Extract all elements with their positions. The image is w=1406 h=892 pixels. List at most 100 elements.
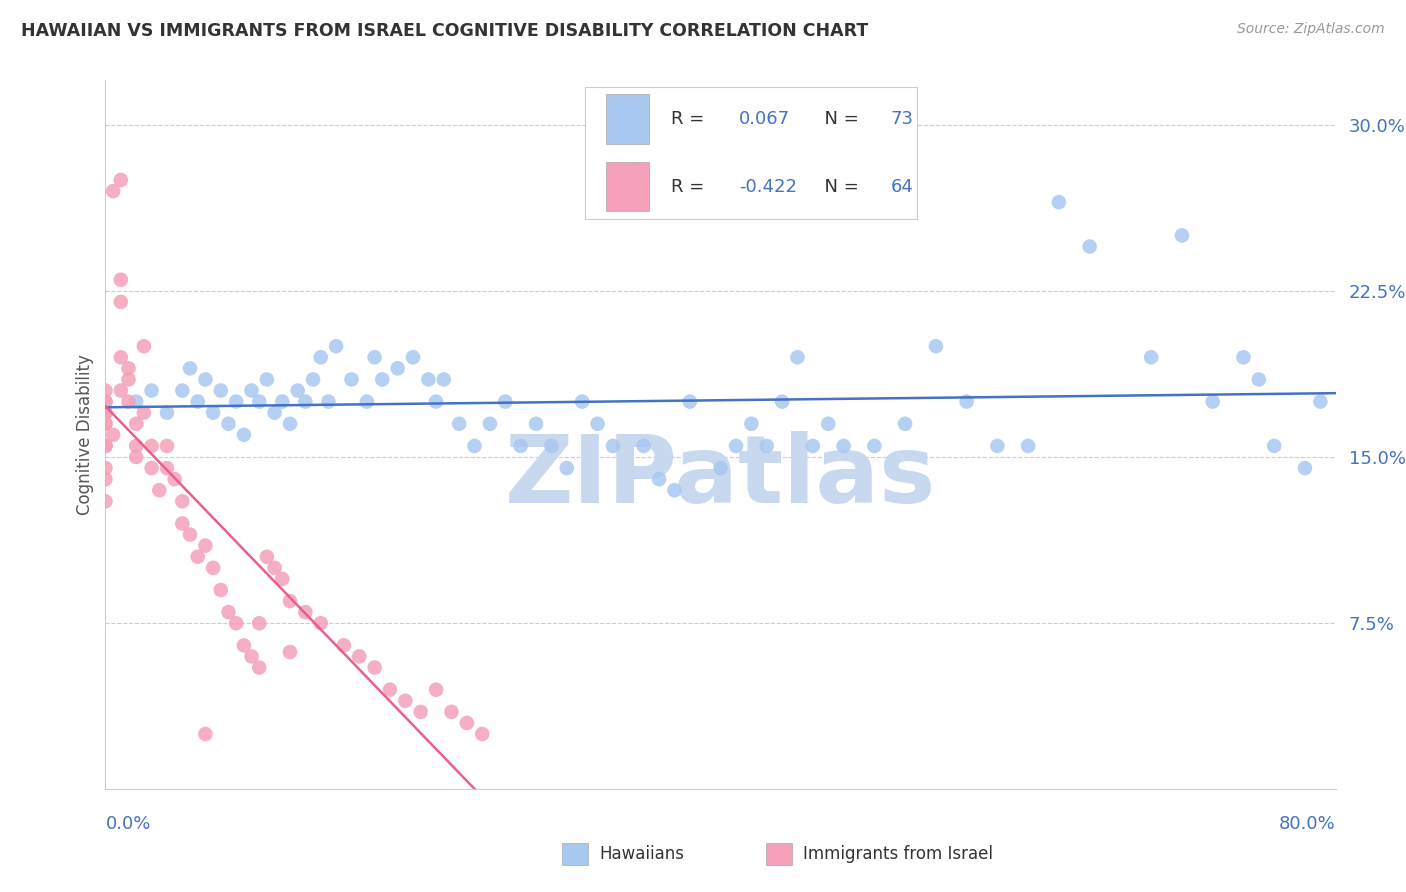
Text: N =: N = xyxy=(813,111,865,128)
Y-axis label: Cognitive Disability: Cognitive Disability xyxy=(76,354,94,516)
FancyBboxPatch shape xyxy=(585,87,918,219)
Point xyxy=(225,616,247,631)
Point xyxy=(664,483,686,498)
Point xyxy=(94,384,117,398)
Point xyxy=(94,394,117,409)
Point xyxy=(755,439,778,453)
Point xyxy=(172,384,194,398)
Point xyxy=(256,372,278,386)
Point xyxy=(94,406,117,420)
Point xyxy=(263,406,285,420)
Point xyxy=(986,439,1008,453)
Point xyxy=(710,461,733,475)
Point xyxy=(540,439,562,453)
Point xyxy=(271,572,294,586)
Point xyxy=(409,705,432,719)
Point xyxy=(340,372,363,386)
Point xyxy=(125,394,148,409)
Point xyxy=(240,384,263,398)
Point xyxy=(333,639,356,653)
Text: -0.422: -0.422 xyxy=(740,178,797,195)
Point xyxy=(402,351,425,365)
Point xyxy=(801,439,824,453)
Point xyxy=(209,582,232,597)
Bar xyxy=(606,95,650,145)
Text: 0.0%: 0.0% xyxy=(105,815,150,833)
Text: Immigrants from Israel: Immigrants from Israel xyxy=(803,845,993,863)
Point xyxy=(125,417,148,431)
Point xyxy=(110,351,132,365)
Point xyxy=(194,727,217,741)
Text: R =: R = xyxy=(672,111,710,128)
Point xyxy=(1309,394,1331,409)
Text: 80.0%: 80.0% xyxy=(1279,815,1336,833)
Point xyxy=(456,715,478,730)
Point xyxy=(425,394,447,409)
Point xyxy=(263,561,285,575)
Point xyxy=(318,394,340,409)
Point xyxy=(817,417,839,431)
Point xyxy=(141,439,163,453)
Point xyxy=(464,439,486,453)
Point xyxy=(148,483,170,498)
Point xyxy=(471,727,494,741)
Point xyxy=(863,439,886,453)
Text: HAWAIIAN VS IMMIGRANTS FROM ISRAEL COGNITIVE DISABILITY CORRELATION CHART: HAWAIIAN VS IMMIGRANTS FROM ISRAEL COGNI… xyxy=(21,22,869,40)
Point xyxy=(194,539,217,553)
Point xyxy=(202,406,225,420)
Point xyxy=(1171,228,1194,243)
Point xyxy=(218,417,240,431)
Point xyxy=(94,494,117,508)
Point xyxy=(524,417,547,431)
Point xyxy=(1263,439,1285,453)
Point xyxy=(1140,351,1163,365)
Point xyxy=(294,605,316,619)
Text: N =: N = xyxy=(813,178,865,195)
Point xyxy=(648,472,671,486)
Point xyxy=(141,461,163,475)
Text: R =: R = xyxy=(672,178,710,195)
Point xyxy=(363,351,385,365)
Point xyxy=(94,417,117,431)
Point xyxy=(894,417,917,431)
Point xyxy=(363,660,385,674)
Point xyxy=(247,616,270,631)
Point xyxy=(1247,372,1270,386)
Point xyxy=(240,649,263,664)
Point xyxy=(1232,351,1254,365)
Point xyxy=(163,472,186,486)
Point xyxy=(125,450,148,464)
Point xyxy=(786,351,808,365)
Point xyxy=(325,339,347,353)
Text: 73: 73 xyxy=(890,111,914,128)
Point xyxy=(232,639,254,653)
Point xyxy=(94,406,117,420)
Point xyxy=(278,417,301,431)
Point xyxy=(1017,439,1039,453)
Point xyxy=(141,384,163,398)
Text: 0.067: 0.067 xyxy=(740,111,790,128)
Point xyxy=(832,439,855,453)
Point xyxy=(433,372,456,386)
Point xyxy=(218,605,240,619)
Point xyxy=(478,417,501,431)
Text: ZIPatlas: ZIPatlas xyxy=(505,432,936,524)
Point xyxy=(770,394,793,409)
Point xyxy=(110,384,132,398)
Point xyxy=(425,682,447,697)
Point xyxy=(302,372,325,386)
Point xyxy=(117,372,139,386)
Point xyxy=(278,594,301,608)
Point xyxy=(232,428,254,442)
Point xyxy=(449,417,471,431)
Point xyxy=(309,616,332,631)
Point xyxy=(247,394,270,409)
Point xyxy=(179,527,201,541)
Point xyxy=(287,384,309,398)
Point xyxy=(194,372,217,386)
Point xyxy=(125,439,148,453)
Point xyxy=(117,394,139,409)
Text: 64: 64 xyxy=(890,178,914,195)
Point xyxy=(387,361,409,376)
Point xyxy=(724,439,747,453)
